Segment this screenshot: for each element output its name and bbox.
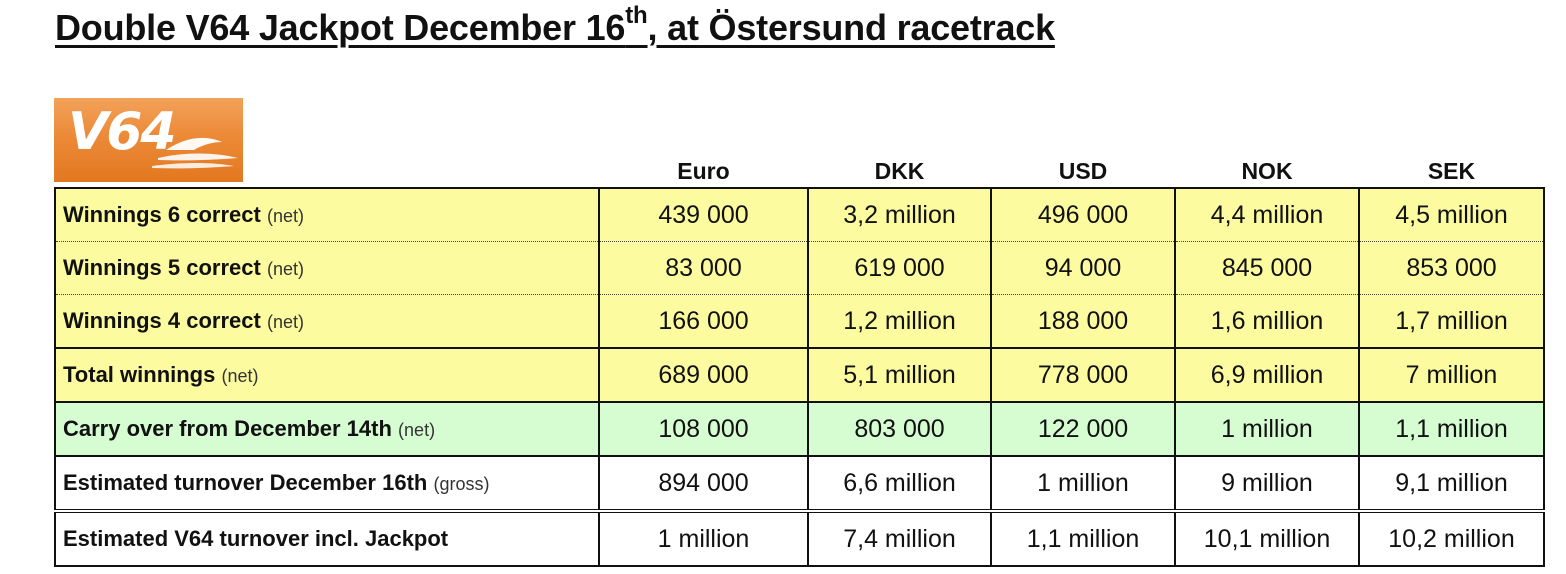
value-cell: 845 000: [1174, 241, 1360, 295]
value-cell: 83 000: [598, 241, 809, 295]
value-cell: 1,6 million: [1174, 294, 1360, 349]
row-qualifier: (net): [266, 206, 304, 226]
row-label-text: Carry over from December 14th: [63, 416, 392, 441]
column-header-dkk: DKK: [808, 152, 991, 189]
row-label: Winnings 4 correct (net): [54, 294, 600, 349]
value-cell: 496 000: [990, 187, 1176, 242]
row-qualifier: (net): [221, 366, 259, 386]
value-cell: 9 million: [1174, 455, 1360, 512]
value-cell: 1,1 million: [990, 509, 1176, 567]
value-cell: 778 000: [990, 347, 1176, 403]
row-label: Estimated V64 turnover incl. Jackpot: [54, 509, 600, 567]
table-row: Winnings 6 correct (net) 439 000 3,2 mil…: [54, 187, 1545, 242]
table-row: Winnings 4 correct (net) 166 000 1,2 mil…: [54, 294, 1545, 349]
value-cell: 689 000: [598, 347, 809, 403]
row-qualifier: (gross): [433, 474, 490, 494]
row-label: Winnings 6 correct (net): [54, 187, 600, 242]
value-cell: 4,5 million: [1358, 187, 1545, 242]
value-cell: 1,7 million: [1358, 294, 1545, 349]
value-cell: 1 million: [990, 455, 1176, 512]
value-cell: 1,2 million: [807, 294, 992, 349]
value-cell: 894 000: [598, 455, 809, 512]
row-qualifier: (net): [266, 259, 304, 279]
value-cell: 3,2 million: [807, 187, 992, 242]
row-label: Total winnings (net): [54, 347, 600, 403]
value-cell: 9,1 million: [1358, 455, 1545, 512]
row-label-text: Estimated turnover December 16th: [63, 470, 428, 495]
value-cell: 1 million: [1174, 401, 1360, 457]
row-label: Estimated turnover December 16th (gross): [54, 455, 600, 512]
table-row: Total winnings (net) 689 000 5,1 million…: [54, 347, 1545, 403]
title-text-rest: , at Östersund racetrack: [647, 7, 1056, 48]
value-cell: 10,2 million: [1358, 509, 1545, 567]
row-label-text: Total winnings: [63, 362, 216, 387]
value-cell: 7 million: [1358, 347, 1545, 403]
value-cell: 853 000: [1358, 241, 1545, 295]
column-header-usd: USD: [991, 152, 1175, 189]
row-label-text: Winnings 6 correct: [63, 202, 261, 227]
value-cell: 1 million: [598, 509, 809, 567]
page-title: Double V64 Jackpot December 16th, at Öst…: [55, 2, 1056, 49]
row-qualifier: (net): [398, 420, 436, 440]
row-label: Carry over from December 14th (net): [54, 401, 600, 457]
column-header-euro: Euro: [599, 152, 808, 189]
header-blank-cell: [55, 152, 599, 189]
table-row: Estimated V64 turnover incl. Jackpot 1 m…: [54, 509, 1545, 567]
results-table: Euro DKK USD NOK SEK Winnings 6 correct …: [54, 152, 1545, 567]
value-cell: 5,1 million: [807, 347, 992, 403]
value-cell: 6,9 million: [1174, 347, 1360, 403]
row-label: Winnings 5 correct (net): [54, 241, 600, 295]
table-row: Winnings 5 correct (net) 83 000 619 000 …: [54, 241, 1545, 295]
column-header-sek: SEK: [1359, 152, 1544, 189]
value-cell: 10,1 million: [1174, 509, 1360, 567]
value-cell: 108 000: [598, 401, 809, 457]
value-cell: 122 000: [990, 401, 1176, 457]
value-cell: 166 000: [598, 294, 809, 349]
table-row: Carry over from December 14th (net) 108 …: [54, 401, 1545, 457]
value-cell: 1,1 million: [1358, 401, 1545, 457]
title-superscript: th: [625, 2, 648, 29]
table-row: Estimated turnover December 16th (gross)…: [54, 455, 1545, 512]
value-cell: 188 000: [990, 294, 1176, 349]
row-label-text: Estimated V64 turnover incl. Jackpot: [63, 526, 449, 551]
value-cell: 94 000: [990, 241, 1176, 295]
row-qualifier: (net): [266, 312, 304, 332]
column-header-nok: NOK: [1175, 152, 1359, 189]
value-cell: 4,4 million: [1174, 187, 1360, 242]
value-cell: 803 000: [807, 401, 992, 457]
value-cell: 7,4 million: [807, 509, 992, 567]
value-cell: 619 000: [807, 241, 992, 295]
title-text-main: Double V64 Jackpot December 16: [55, 7, 626, 48]
value-cell: 439 000: [598, 187, 809, 242]
row-label-text: Winnings 5 correct: [63, 255, 261, 280]
table-header-row: Euro DKK USD NOK SEK: [55, 152, 1544, 189]
value-cell: 6,6 million: [807, 455, 992, 512]
row-label-text: Winnings 4 correct: [63, 308, 261, 333]
